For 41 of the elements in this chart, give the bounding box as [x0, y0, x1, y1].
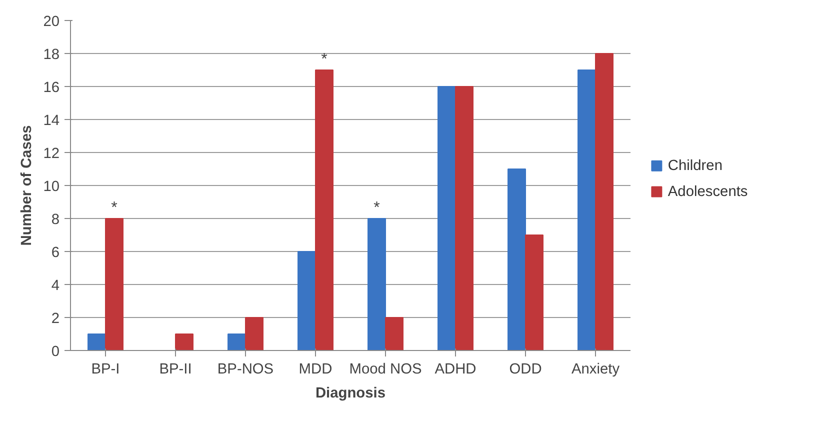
bar	[315, 70, 334, 350]
y-tick-label: 6	[51, 245, 60, 261]
bar	[105, 218, 124, 350]
annotation: *	[321, 51, 328, 68]
x-tick-label: BP-II	[159, 362, 192, 378]
bar	[508, 168, 526, 350]
y-tick-label: 4	[51, 278, 60, 294]
x-tick-label: ADHD	[434, 362, 476, 378]
annotation: *	[374, 200, 380, 216]
x-tick-label: BP-NOS	[217, 362, 274, 378]
legend-label: Adolescents	[668, 184, 748, 200]
x-tick-label: ODD	[509, 362, 542, 378]
legend-label: Children	[668, 158, 722, 174]
y-axis-title: Number of Cases	[19, 125, 36, 246]
bar	[595, 53, 614, 350]
bar	[368, 218, 386, 350]
y-tick-label: 18	[43, 47, 60, 63]
x-tick-label: Anxiety	[571, 362, 620, 378]
bar	[175, 334, 194, 350]
bar	[245, 317, 264, 350]
bar	[385, 317, 404, 350]
bar	[298, 251, 316, 350]
bar	[525, 234, 544, 350]
y-tick-label: 10	[43, 179, 60, 195]
x-tick-label: MDD	[298, 362, 332, 378]
x-tick-label: Mood NOS	[349, 362, 422, 378]
bar	[228, 334, 246, 350]
y-tick-label: 12	[43, 146, 60, 162]
y-tick-label: 14	[43, 113, 60, 129]
bar	[88, 334, 106, 350]
y-tick-label: 0	[51, 344, 60, 360]
y-tick-label: 16	[43, 80, 60, 96]
y-tick-label: 2	[51, 311, 60, 327]
annotation: *	[111, 200, 118, 216]
y-tick-label: 20	[43, 14, 60, 30]
bar	[578, 70, 596, 350]
y-tick-label: 8	[51, 212, 60, 228]
x-axis-title: Diagnosis	[315, 386, 386, 402]
bar	[455, 86, 474, 350]
x-tick-label: BP-I	[91, 362, 120, 378]
bar	[438, 86, 456, 350]
